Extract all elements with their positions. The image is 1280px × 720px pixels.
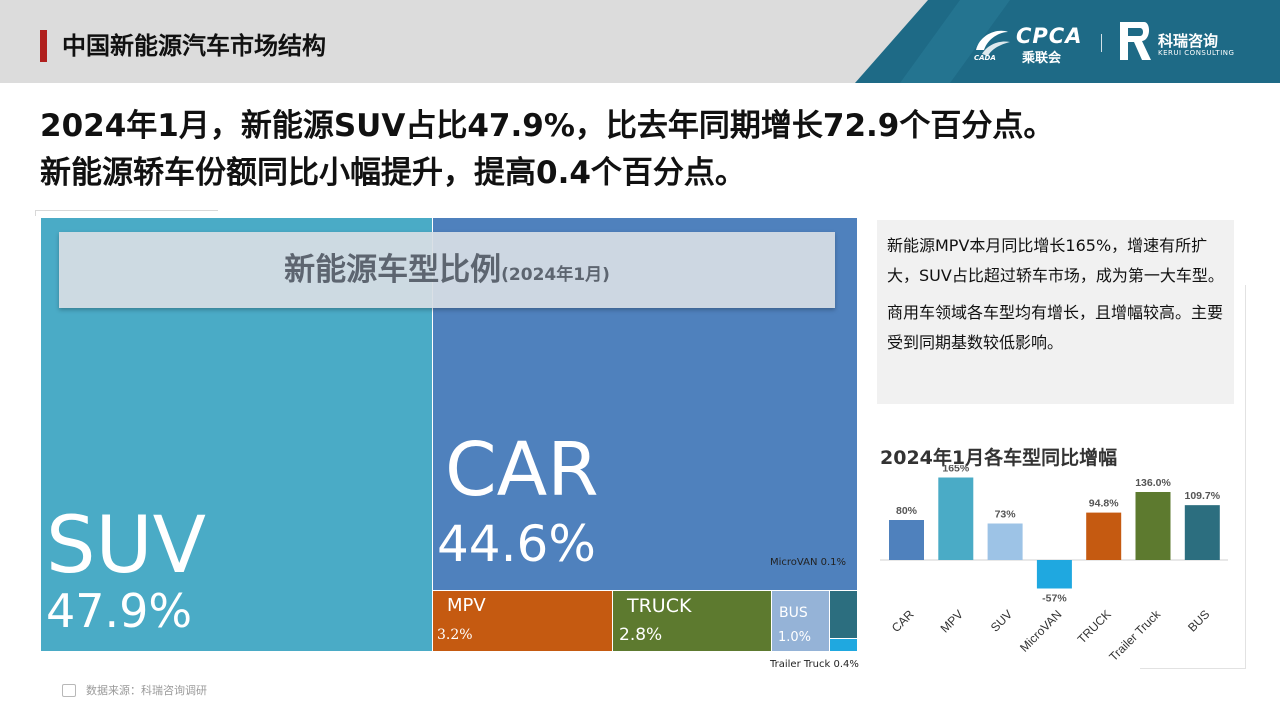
label-microvan: MicroVAN 0.1%	[770, 557, 846, 568]
treemap-tile-truck: TRUCK 2.8%	[613, 591, 771, 651]
bar-truck	[1086, 512, 1122, 560]
tile-value-truck: 2.8%	[619, 625, 663, 645]
commentary-box: 新能源MPV本月同比增长165%，增速有所扩大，SUV占比超过轿车市场，成为第一…	[877, 220, 1234, 404]
bar-category-label: Trailer Truck	[1106, 607, 1163, 664]
label-trailer-value: 0.4%	[833, 659, 859, 670]
tile-name-truck: TRUCK	[627, 595, 692, 617]
kerui-logo-cn: 科瑞咨询	[1158, 32, 1219, 50]
bar-bus	[1184, 505, 1220, 560]
tile-value-bus: 1.0%	[778, 630, 812, 645]
label-trailer-name: Trailer Truck	[770, 659, 831, 670]
cpca-logo-text: CPCA	[1016, 24, 1083, 48]
bar-value-label: 94.8%	[1089, 498, 1119, 510]
tile-name-suv: SUV	[46, 501, 206, 591]
bar-value-label: 136.0%	[1135, 477, 1171, 489]
bar-suv	[987, 523, 1023, 560]
yoy-growth-bar-chart: 80% CAR 165% MPV 73% SUV -57% MicroVAN 94.8% TRUC…	[880, 465, 1228, 664]
label-trailer-truck: Trailer Truck 0.4%	[770, 659, 859, 670]
label-microvan-value: 0.1%	[820, 557, 847, 568]
data-source-text: 数据来源：科瑞咨询调研	[86, 684, 207, 697]
bar-microvan	[1036, 560, 1072, 589]
treemap-tile-mpv: MPV 3.2%	[433, 591, 612, 651]
bar-category-label: SUV	[988, 607, 1015, 634]
label-microvan-name: MicroVAN	[770, 557, 818, 568]
tile-name-bus: BUS	[779, 605, 808, 621]
brand-area: CPCA 乘联会 CADA 科瑞咨询 KERUI CONSULTING	[0, 0, 1280, 83]
bar-value-label: 109.7%	[1184, 490, 1220, 502]
right-panel-border	[1245, 285, 1246, 669]
bar-category-label: MPV	[938, 607, 966, 635]
tile-name-car: CAR	[445, 427, 599, 513]
headline: 2024年1月，新能源SUV占比47.9%，比去年同期增长72.9个百分点。 新…	[40, 103, 1054, 197]
bar-mpv	[938, 477, 974, 560]
bar-category-label: BUS	[1185, 607, 1212, 634]
commentary-paragraph-1: 新能源MPV本月同比增长165%，增速有所扩大，SUV占比超过轿车市场，成为第一…	[887, 236, 1224, 285]
tile-value-mpv: 3.2%	[437, 627, 473, 643]
tile-value-suv: 47.9%	[46, 584, 193, 638]
treemap-tile-bus: BUS 1.0%	[772, 591, 829, 651]
right-panel-border-bottom	[1140, 668, 1246, 669]
bar-category-label: MicroVAN	[1017, 607, 1064, 654]
cpca-logo-cn: 乘联会	[1022, 51, 1062, 66]
bar-trailer-truck	[1135, 492, 1171, 560]
data-source: 数据来源：科瑞咨询调研	[62, 682, 207, 698]
treemap-title: 新能源车型比例	[284, 252, 502, 288]
bar-car	[889, 520, 924, 560]
tile-value-car: 44.6%	[437, 515, 596, 573]
title-accent-bar	[40, 30, 47, 62]
bar-category-label: CAR	[889, 607, 917, 635]
tile-name-mpv: MPV	[447, 595, 486, 616]
treemap-tile-trailer	[830, 591, 857, 638]
treemap-left-border	[35, 210, 36, 216]
bar-value-label: -57%	[1042, 593, 1067, 605]
kerui-k-icon	[1120, 22, 1151, 60]
brand-background	[855, 0, 1280, 83]
treemap-subtitle: (2024年1月)	[501, 265, 610, 285]
logo-separator	[1101, 34, 1102, 52]
kerui-logo-en: KERUI CONSULTING	[1158, 49, 1235, 57]
bar-value-label: 165%	[942, 465, 970, 475]
headline-line-1: 2024年1月，新能源SUV占比47.9%，比去年同期增长72.9个百分点。	[40, 108, 1055, 144]
bar-value-label: 80%	[896, 505, 918, 517]
treemap-top-border	[35, 210, 218, 211]
commentary-paragraph-2: 商用车领域各车型均有增长，且增幅较高。主要受到同期基数较低影响。	[887, 303, 1224, 352]
calendar-icon	[62, 683, 76, 697]
page-title: 中国新能源汽车市场结构	[62, 32, 326, 60]
headline-line-2: 新能源轿车份额同比小幅提升，提高0.4个百分点。	[40, 155, 746, 191]
treemap-title-banner: 新能源车型比例(2024年1月)	[59, 232, 835, 308]
treemap-tile-microvan	[830, 639, 857, 651]
bar-category-label: TRUCK	[1075, 607, 1114, 646]
bar-value-label: 73%	[995, 509, 1017, 521]
cpca-swoosh-icon	[976, 30, 1010, 56]
cpca-logo-small: CADA	[974, 54, 996, 62]
bar-chart-title: 2024年1月各车型同比增幅	[880, 447, 1118, 469]
